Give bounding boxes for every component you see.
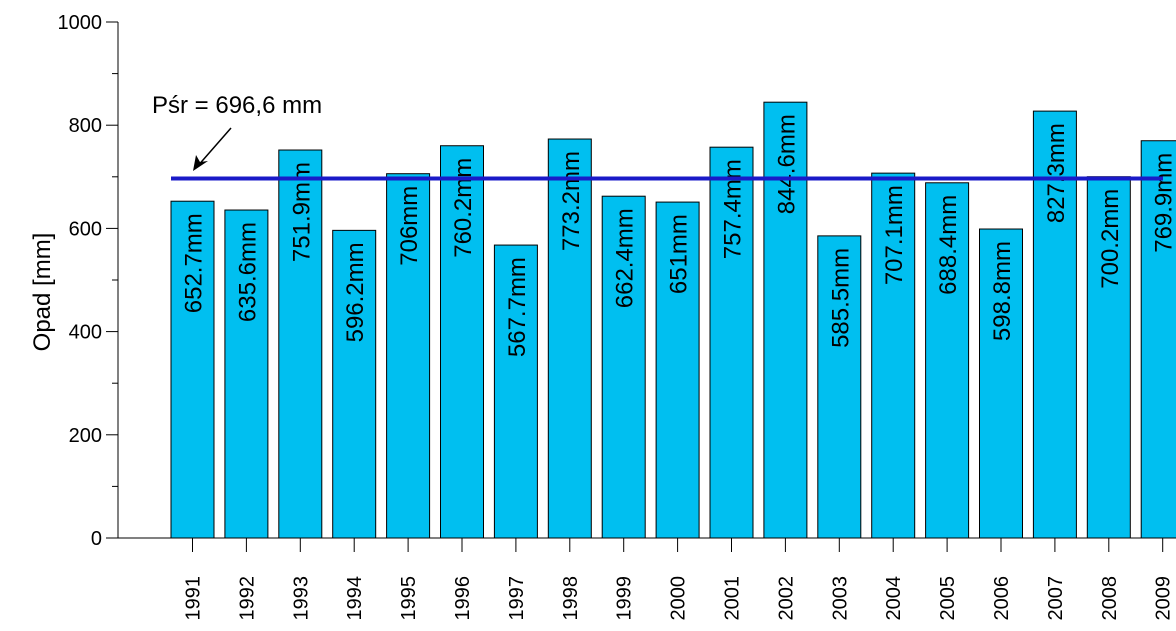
x-tick-label: 1997	[506, 576, 528, 621]
bar-1997	[493, 244, 538, 539]
x-tick-label: 2005	[937, 576, 959, 621]
bar-data-label: 769.9mm	[1151, 153, 1176, 253]
x-tick-label: 2007	[1045, 576, 1067, 621]
bar-2009	[1140, 140, 1176, 539]
bar-data-label: 635.6mm	[234, 222, 261, 322]
x-tick-label: 2008	[1099, 576, 1121, 621]
bar-data-label: 598.8mm	[989, 241, 1016, 341]
y-tick-label: 800	[69, 115, 102, 137]
bar-2002	[763, 101, 808, 539]
x-tick-label: 2003	[829, 576, 851, 621]
x-tick-label: 2009	[1153, 576, 1175, 621]
y-tick-label: 600	[69, 218, 102, 240]
y-tick-label: 0	[91, 528, 102, 550]
bar-2007	[1032, 110, 1077, 539]
x-tick-label: 1992	[236, 576, 258, 621]
bar-data-label: 652.7mm	[181, 213, 208, 313]
x-tick-label: 2002	[775, 576, 797, 621]
arrow-head-icon	[193, 155, 208, 171]
bar-data-label: 700.2mm	[1097, 189, 1124, 289]
y-tick-label: 400	[69, 322, 102, 344]
x-tick-label: 2006	[991, 576, 1013, 621]
x-tick-label: 2001	[722, 576, 744, 621]
x-tick-label: 1993	[290, 576, 312, 621]
x-tick-label: 2004	[883, 576, 905, 621]
bar-data-label: 688.4mm	[935, 195, 962, 295]
bar-data-label: 773.2mm	[558, 151, 585, 251]
x-tick-label: 2000	[668, 576, 690, 621]
y-tick-label: 200	[69, 425, 102, 447]
x-tick-label: 1995	[398, 576, 420, 621]
bar-2005	[925, 182, 970, 539]
bar-2008	[1086, 176, 1131, 539]
bar-2004	[871, 172, 916, 539]
bar-data-label: 585.5mm	[827, 248, 854, 348]
bar-2001	[709, 146, 754, 539]
bar-1998	[547, 138, 592, 539]
bar-1991	[170, 200, 215, 539]
bar-data-label: 706mm	[396, 186, 423, 266]
bar-data-label: 707.1mm	[881, 185, 908, 285]
x-tick-label: 1999	[614, 576, 636, 621]
bar-data-label: 662.4mm	[612, 208, 639, 308]
bar-1992	[224, 209, 269, 539]
y-axis-label: Opad [mm]	[29, 233, 56, 352]
mean-line-group: Pśr = 696,6 mm	[152, 92, 1163, 181]
bar-data-label: 760.2mm	[450, 158, 477, 258]
bar-2003	[817, 235, 862, 539]
bar-data-label: 827.3mm	[1043, 123, 1070, 223]
bar-1999	[601, 195, 646, 539]
bar-1993	[278, 149, 323, 539]
y-axis: 0 200 400 600 800 1000	[58, 12, 119, 550]
y-tick-label: 1000	[58, 12, 103, 34]
bar-2000	[655, 201, 700, 539]
bar-data-label: 844.6mm	[773, 114, 800, 214]
bar-1994	[332, 229, 377, 539]
x-axis: 1991 1992 1993 1994 1995 1996 1997 1998 1999 2000…	[118, 537, 1176, 621]
bar-data-label: 651mm	[666, 214, 693, 294]
x-tick-label: 1996	[452, 576, 474, 621]
x-tick-label: 1998	[560, 576, 582, 621]
mean-annotation: Pśr = 696,6 mm	[152, 92, 322, 119]
bar-data-label: 567.7mm	[504, 257, 531, 357]
x-tick-label: 1991	[183, 576, 205, 621]
bar-data-label: 757.4mm	[720, 159, 747, 259]
bar-data-label: 596.2mm	[342, 242, 369, 342]
mean-annotation-arrow	[195, 127, 232, 169]
x-tick-label: 1994	[344, 576, 366, 621]
